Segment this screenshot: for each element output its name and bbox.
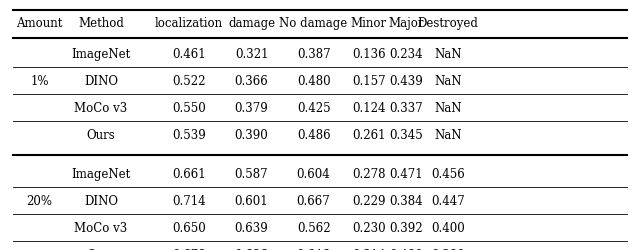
Text: damage: damage — [228, 17, 275, 30]
Text: 0.234: 0.234 — [389, 48, 422, 60]
Text: DINO: DINO — [84, 74, 118, 88]
Text: 0.345: 0.345 — [389, 128, 422, 141]
Text: Destroyed: Destroyed — [417, 17, 479, 30]
Text: 0.390: 0.390 — [235, 128, 268, 141]
Text: 0.604: 0.604 — [297, 168, 330, 180]
Text: 0.550: 0.550 — [172, 102, 205, 114]
Text: Ours: Ours — [87, 248, 115, 250]
Text: 0.486: 0.486 — [297, 128, 330, 141]
Text: 20%: 20% — [27, 194, 52, 207]
Text: ImageNet: ImageNet — [72, 168, 131, 180]
Text: Major: Major — [388, 17, 424, 30]
Text: 0.384: 0.384 — [389, 194, 422, 207]
Text: 0.124: 0.124 — [352, 102, 385, 114]
Text: 1%: 1% — [31, 74, 49, 88]
Text: ImageNet: ImageNet — [72, 48, 131, 60]
Text: 0.387: 0.387 — [297, 48, 330, 60]
Text: 0.337: 0.337 — [389, 102, 422, 114]
Text: 0.366: 0.366 — [235, 74, 268, 88]
Text: 0.314: 0.314 — [352, 248, 385, 250]
Text: Method: Method — [78, 17, 124, 30]
Text: 0.456: 0.456 — [431, 168, 465, 180]
Text: 0.439: 0.439 — [389, 74, 422, 88]
Text: 0.229: 0.229 — [352, 194, 385, 207]
Text: 0.646: 0.646 — [297, 248, 330, 250]
Text: NaN: NaN — [435, 74, 461, 88]
Text: 0.714: 0.714 — [172, 194, 205, 207]
Text: 0.667: 0.667 — [297, 194, 330, 207]
Text: 0.678: 0.678 — [172, 248, 205, 250]
Text: 0.480: 0.480 — [389, 248, 422, 250]
Text: 0.587: 0.587 — [235, 168, 268, 180]
Text: 0.136: 0.136 — [352, 48, 385, 60]
Text: 0.461: 0.461 — [172, 48, 205, 60]
Text: 0.380: 0.380 — [431, 248, 465, 250]
Text: Amount: Amount — [17, 17, 63, 30]
Text: localization: localization — [155, 17, 223, 30]
Text: No damage: No damage — [280, 17, 348, 30]
Text: 0.230: 0.230 — [352, 222, 385, 234]
Text: 0.321: 0.321 — [235, 48, 268, 60]
Text: 0.650: 0.650 — [172, 222, 205, 234]
Text: 0.639: 0.639 — [235, 222, 268, 234]
Text: 0.601: 0.601 — [235, 194, 268, 207]
Text: Ours: Ours — [87, 128, 115, 141]
Text: 0.522: 0.522 — [172, 74, 205, 88]
Text: 0.425: 0.425 — [297, 102, 330, 114]
Text: NaN: NaN — [435, 48, 461, 60]
Text: MoCo v3: MoCo v3 — [74, 102, 128, 114]
Text: 0.562: 0.562 — [297, 222, 330, 234]
Text: 0.392: 0.392 — [389, 222, 422, 234]
Text: DINO: DINO — [84, 194, 118, 207]
Text: 0.400: 0.400 — [431, 222, 465, 234]
Text: 0.261: 0.261 — [352, 128, 385, 141]
Text: 0.157: 0.157 — [352, 74, 385, 88]
Text: NaN: NaN — [435, 102, 461, 114]
Text: Minor: Minor — [351, 17, 387, 30]
Text: 0.480: 0.480 — [297, 74, 330, 88]
Text: NaN: NaN — [435, 128, 461, 141]
Text: 0.539: 0.539 — [172, 128, 205, 141]
Text: 0.471: 0.471 — [389, 168, 422, 180]
Text: 0.447: 0.447 — [431, 194, 465, 207]
Text: 0.379: 0.379 — [235, 102, 268, 114]
Text: 0.278: 0.278 — [352, 168, 385, 180]
Text: 0.636: 0.636 — [235, 248, 268, 250]
Text: 0.661: 0.661 — [172, 168, 205, 180]
Text: MoCo v3: MoCo v3 — [74, 222, 128, 234]
